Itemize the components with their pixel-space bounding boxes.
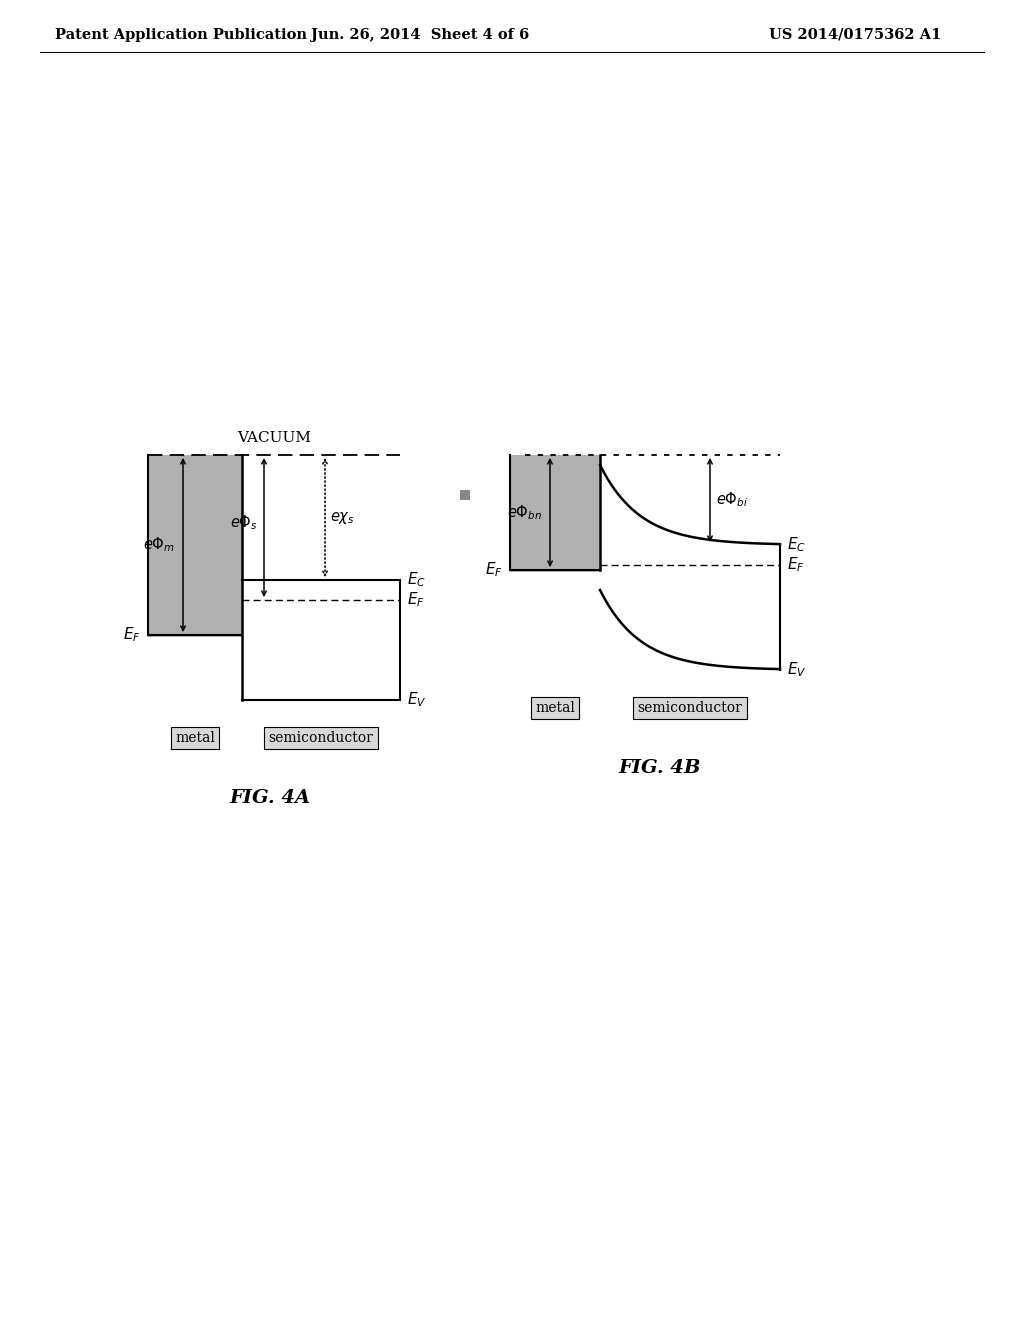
Text: Patent Application Publication: Patent Application Publication — [55, 28, 307, 42]
Text: $e\Phi_m$: $e\Phi_m$ — [143, 536, 175, 554]
Text: semiconductor: semiconductor — [268, 731, 374, 744]
Text: $E_C$: $E_C$ — [787, 536, 806, 554]
Bar — [148, 455, 242, 638]
Text: $e\Phi_{bi}$: $e\Phi_{bi}$ — [716, 491, 748, 510]
Text: US 2014/0175362 A1: US 2014/0175362 A1 — [769, 28, 941, 42]
Text: semiconductor: semiconductor — [638, 701, 742, 715]
Text: FIG. 4A: FIG. 4A — [229, 789, 310, 807]
Text: $E_V$: $E_V$ — [787, 660, 807, 680]
Text: metal: metal — [536, 701, 574, 715]
Text: $E_F$: $E_F$ — [485, 561, 503, 579]
Text: metal: metal — [175, 731, 215, 744]
Text: $E_F$: $E_F$ — [407, 590, 425, 610]
Text: $E_V$: $E_V$ — [407, 690, 427, 709]
Text: $E_F$: $E_F$ — [787, 556, 805, 574]
Bar — [510, 455, 600, 572]
Bar — [460, 490, 470, 500]
Text: $e\Phi_{bn}$: $e\Phi_{bn}$ — [507, 503, 542, 521]
Text: FIG. 4B: FIG. 4B — [618, 759, 701, 777]
Text: $e\Phi_s$: $e\Phi_s$ — [230, 513, 258, 532]
Text: VACUUM: VACUUM — [237, 432, 311, 445]
Text: Jun. 26, 2014  Sheet 4 of 6: Jun. 26, 2014 Sheet 4 of 6 — [311, 28, 529, 42]
Text: $e\chi_s$: $e\chi_s$ — [330, 510, 354, 525]
Text: $E_C$: $E_C$ — [407, 570, 426, 589]
Text: $E_F$: $E_F$ — [123, 626, 141, 644]
